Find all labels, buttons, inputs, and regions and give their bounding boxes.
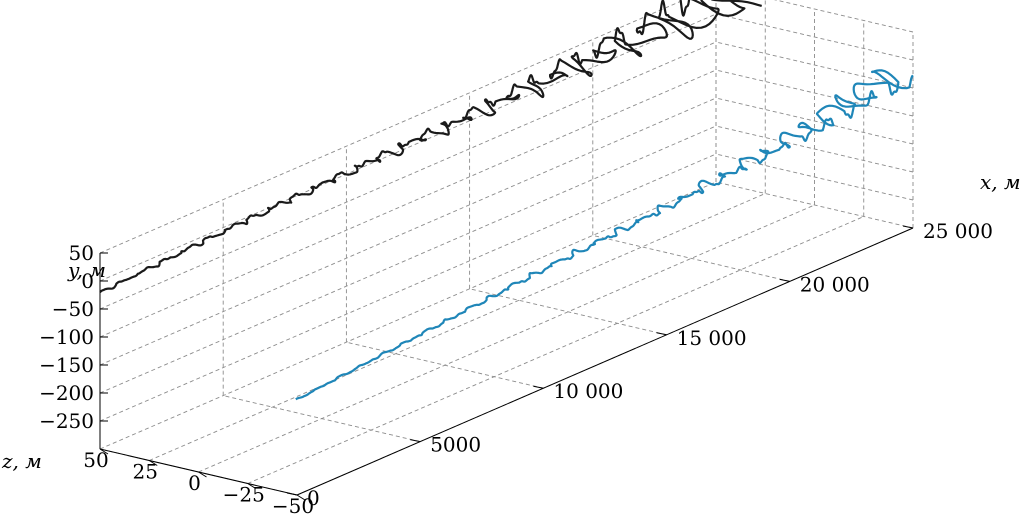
grid-line [592, 234, 790, 282]
grid-lines [99, 0, 914, 496]
x-tick-label: 20 000 [800, 272, 870, 296]
z-tick-mark [296, 494, 306, 501]
z-tick-label: 25 [133, 460, 158, 484]
x-tick-mark [656, 332, 667, 336]
y-tick-label: −200 [39, 381, 94, 405]
z-tick-label: 0 [188, 471, 201, 495]
y-tick-label: −50 [52, 297, 94, 321]
z-tick-label: −25 [223, 483, 265, 507]
series-lines [99, 0, 914, 401]
grid-line [715, 153, 914, 201]
grid-line [247, 216, 864, 484]
x-tick-label: 10 000 [553, 379, 623, 403]
x-tick-mark [533, 385, 544, 389]
z-axis-label: z, м [1, 449, 42, 473]
grid-line [715, 97, 914, 145]
grid-line [99, 181, 717, 450]
grid-line [773, 0, 914, 33]
series-line-1 [99, 0, 762, 293]
z-tick-mark [99, 448, 109, 455]
x-tick-mark [779, 278, 790, 282]
z-tick-label: −50 [272, 494, 314, 515]
x-tick-label: 5000 [430, 433, 481, 457]
grid-line [715, 125, 914, 173]
grid-line [99, 13, 717, 282]
x-axis-line [296, 227, 914, 496]
z-tick-mark [247, 483, 257, 489]
grid-line [715, 41, 914, 89]
x-tick-mark [902, 225, 914, 229]
y-tick-label: −150 [39, 353, 94, 377]
grid-line [715, 181, 914, 229]
grid-line [715, 69, 914, 117]
y-tick-label: −250 [39, 409, 94, 433]
x-axis-label: x, м [980, 170, 1021, 194]
y-tick-label: 0 [81, 269, 94, 293]
tick-labels: 0 5000 10 000 15 000 20 000 25 000 50 25 0 −25 −50… [39, 219, 993, 515]
grid-line [715, 13, 914, 61]
axes [99, 225, 914, 501]
y-tick-label: 50 [69, 241, 94, 265]
x-tick-mark [286, 492, 298, 496]
z-tick-label: 50 [83, 448, 108, 472]
grid-line [99, 41, 717, 310]
y-tick-label: −100 [39, 325, 94, 349]
y-axis-label: y, м [67, 258, 106, 282]
x-tick-label: 15 000 [677, 326, 747, 350]
x-tick-label: 0 [307, 486, 320, 510]
grid-line [99, 69, 717, 338]
x-tick-label: 25 000 [923, 219, 993, 243]
series-line-2 [295, 69, 914, 401]
grid-line [149, 193, 766, 461]
z-tick-mark [198, 471, 207, 478]
z-tick-mark [148, 460, 158, 466]
x-tick-mark [410, 439, 421, 443]
